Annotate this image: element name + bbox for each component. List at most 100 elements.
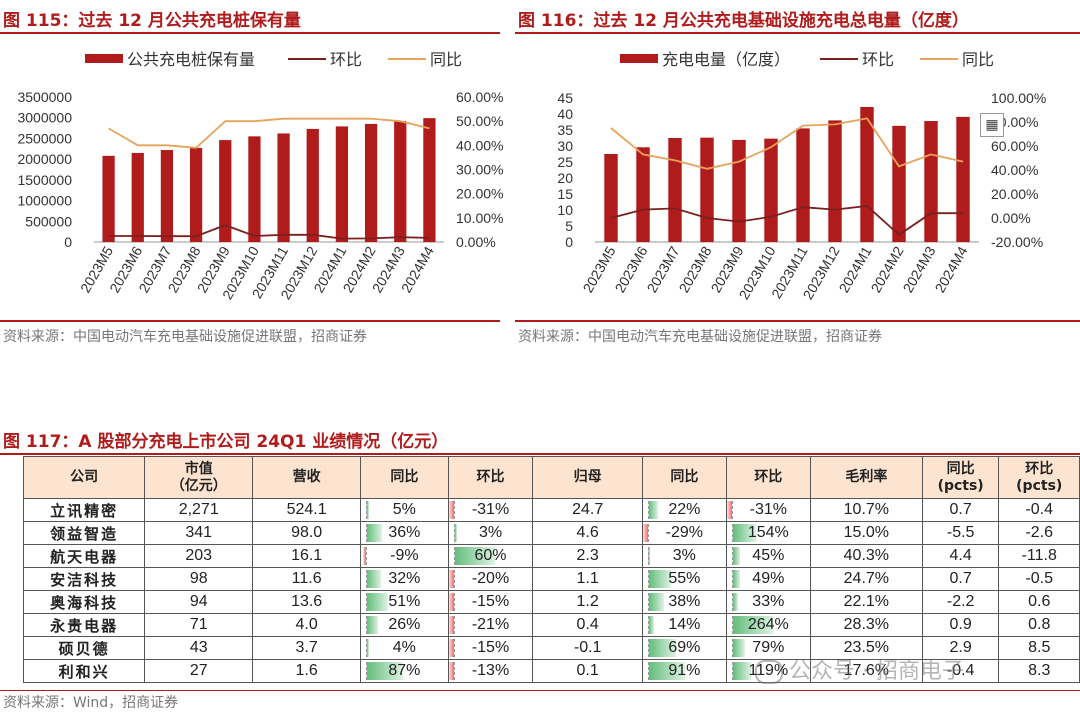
- databar-cell: -9%: [360, 544, 449, 568]
- cell-value: 55%: [668, 570, 701, 587]
- cell-value: 94: [144, 590, 254, 614]
- bar: [828, 120, 842, 242]
- y-tick-right: 100.00%: [991, 90, 1046, 106]
- databar-axis: [453, 639, 455, 657]
- cell-value: 91%: [668, 662, 701, 679]
- image-viewer-icon[interactable]: ▦: [980, 113, 1004, 137]
- databar-cell: 26%: [360, 613, 449, 637]
- company-name: 立讯精密: [22, 498, 146, 522]
- cell-value: 0.9: [921, 613, 1000, 637]
- databar-cell: -15%: [447, 636, 534, 660]
- cell-value: 24.7: [532, 498, 643, 522]
- bar: [860, 106, 874, 243]
- y-tick-left: 45: [557, 90, 573, 106]
- y-tick-left: 2500000: [17, 130, 72, 146]
- column-header: 环比 (pcts): [998, 456, 1080, 499]
- cell-value: 10.7%: [809, 498, 923, 522]
- y-tick-right: -20.00%: [991, 234, 1043, 250]
- databar-cell: 264%: [725, 613, 811, 637]
- watermark-text: 公众号 · 招商电子: [789, 659, 964, 684]
- databar-cell: 55%: [641, 567, 727, 591]
- cell-value: -5.5: [921, 521, 1000, 545]
- positive-databar: [731, 639, 745, 657]
- cell-value: 11.6: [252, 567, 362, 591]
- databar-cell: -31%: [447, 498, 534, 522]
- databar-axis: [453, 593, 455, 611]
- cell-value: -31%: [471, 501, 510, 518]
- cell-value: -0.1: [532, 636, 643, 660]
- y-tick-left: 1000000: [17, 193, 72, 209]
- cell-value: 13.6: [252, 590, 362, 614]
- y-tick-left: 40: [557, 106, 573, 122]
- watermark: 公众号 · 招商电子: [755, 653, 964, 685]
- y-tick-right: 0.00%: [991, 210, 1031, 226]
- bar: [131, 152, 144, 242]
- cell-value: -0.5: [998, 567, 1080, 591]
- cell-value: 98: [144, 567, 254, 591]
- negative-databar: [448, 593, 454, 611]
- bar: [219, 140, 232, 242]
- positive-databar: [647, 616, 655, 634]
- cell-value: 79%: [752, 639, 785, 656]
- y-tick-left: 5: [565, 218, 573, 234]
- cell-value: 5%: [392, 501, 416, 518]
- cell-value: 45%: [752, 547, 785, 564]
- y-tick-left: 30: [557, 138, 573, 154]
- databar-cell: 33%: [725, 590, 811, 614]
- cell-value: 22.1%: [809, 590, 923, 614]
- negative-databar: [727, 501, 732, 519]
- cell-value: -2.6: [998, 521, 1080, 545]
- positive-databar: [647, 639, 677, 657]
- cell-value: 43: [144, 636, 254, 660]
- y-tick-left: 500000: [25, 213, 72, 229]
- bar: [892, 125, 906, 242]
- cell-value: 71: [144, 613, 254, 637]
- cell-value: 264%: [747, 616, 789, 633]
- column-header: 营收: [252, 456, 362, 499]
- cell-value: 32%: [388, 570, 421, 587]
- y-tick-left: 15: [557, 186, 573, 202]
- fig116-source: 资料来源：中国电动汽车充电基础设施促进联盟，招商证券: [518, 329, 882, 345]
- company-name: 利和兴: [22, 659, 146, 683]
- positive-databar: [731, 570, 741, 588]
- y-tick-left: 1500000: [17, 172, 72, 188]
- cell-value: 0.7: [921, 498, 1000, 522]
- negative-databar: [448, 501, 454, 519]
- legend-label: 同比: [962, 51, 994, 69]
- databar-cell: 36%: [360, 521, 449, 545]
- databar-cell: -31%: [725, 498, 811, 522]
- bar: [248, 136, 261, 242]
- cell-value: -21%: [471, 616, 510, 633]
- fig117-source: 资料来源：Wind，招商证券: [3, 695, 179, 711]
- cell-value: -9%: [390, 547, 419, 564]
- cell-value: -29%: [665, 524, 703, 541]
- positive-databar: [647, 662, 686, 680]
- y-tick-left: 3500000: [17, 89, 72, 105]
- legend-label: 公共充电桩保有量: [127, 51, 255, 69]
- negative-databar: [642, 524, 648, 542]
- bar: [160, 150, 174, 242]
- negative-databar: [448, 570, 454, 588]
- company-name: 奥海科技: [22, 590, 146, 614]
- table-row: 立讯精密 2,271 524.1 5% -31% 24.7 22% -31% 10.7% 0.7-…: [22, 498, 1080, 522]
- cell-value: 3.7: [252, 636, 362, 660]
- cell-value: 4.4: [921, 544, 1000, 568]
- positive-databar: [366, 639, 369, 657]
- y-tick-left: 2000000: [17, 151, 72, 167]
- fig115-source: 资料来源：中国电动汽车充电基础设施促进联盟，招商证券: [3, 329, 367, 345]
- y-tick-left: 20: [557, 170, 573, 186]
- y-tick-right: 60.00%: [456, 89, 503, 105]
- negative-databar: [362, 547, 367, 565]
- bar: [423, 118, 436, 242]
- cell-value: 60%: [474, 547, 507, 564]
- legend-swatch: [85, 54, 123, 63]
- y-tick-right: 40.00%: [456, 137, 503, 153]
- databar-cell: 119%: [725, 659, 811, 683]
- positive-databar: [453, 524, 457, 542]
- fig115-source-rule: [0, 320, 500, 322]
- column-header: 归母: [532, 456, 643, 499]
- y-tick-right: 20.00%: [991, 186, 1038, 202]
- table-row: 航天电器 203 16.1 -9% 60% 2.3 3% 45% 40.3% 4.4 -11.8: [22, 544, 1080, 568]
- fig115-title-rule: [0, 32, 500, 34]
- databar-axis: [453, 570, 455, 588]
